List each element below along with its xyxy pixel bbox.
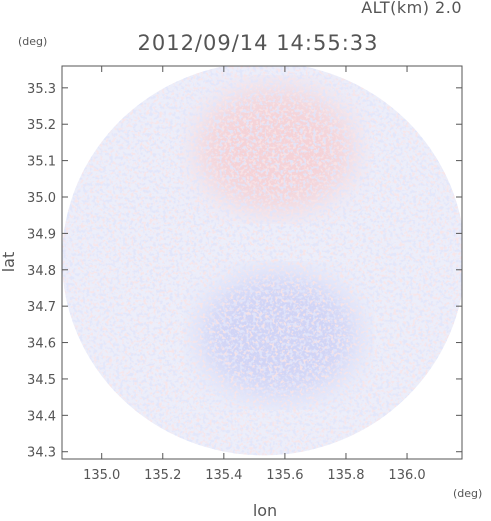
plot-frame bbox=[61, 65, 463, 460]
radar-disc bbox=[62, 66, 462, 456]
y-tick-label: 35.0 bbox=[27, 191, 56, 206]
y-tick-label: 35.3 bbox=[27, 82, 56, 97]
altitude-label: ALT(km) 2.0 bbox=[361, 0, 462, 17]
x-tick-label: 135.0 bbox=[83, 468, 120, 483]
y-tick-label: 34.3 bbox=[27, 446, 56, 461]
y-axis-ticks: 34.3 34.4 34.5 34.6 34.7 34.8 34.9 35.0 35.1 35.2… bbox=[27, 82, 462, 461]
y-unit-label: (deg) bbox=[18, 35, 47, 48]
x-tick-label: 135.8 bbox=[327, 468, 364, 483]
y-tick-label: 34.6 bbox=[27, 337, 56, 352]
y-axis-label: lat bbox=[0, 252, 18, 273]
chart-title: 2012/09/14 14:55:33 bbox=[137, 31, 378, 55]
disc-speckle bbox=[62, 66, 462, 456]
y-tick-label: 35.1 bbox=[27, 155, 56, 170]
plot-area: 135.0 135.2 135.4 135.6 135.8 136.0 34.334.43… bbox=[27, 65, 463, 483]
x-unit-label: (deg) bbox=[453, 487, 482, 500]
y-tick-label: 34.9 bbox=[27, 227, 56, 242]
y-tick-label: 34.5 bbox=[27, 373, 56, 388]
x-tick-label: 135.6 bbox=[266, 468, 303, 483]
y-tick-label: 34.8 bbox=[27, 264, 56, 279]
x-tick-label: 136.0 bbox=[388, 468, 425, 483]
y-tick-label: 34.4 bbox=[27, 409, 56, 424]
x-tick-label: 135.2 bbox=[144, 468, 181, 483]
x-axis-ticks: 135.0 135.2 135.4 135.6 135.8 136.0 bbox=[83, 66, 426, 483]
y-tick-label: 35.2 bbox=[27, 118, 56, 133]
x-tick-label: 135.4 bbox=[205, 468, 242, 483]
y-tick-label: 34.7 bbox=[27, 300, 56, 315]
x-axis-label: lon bbox=[253, 501, 277, 520]
